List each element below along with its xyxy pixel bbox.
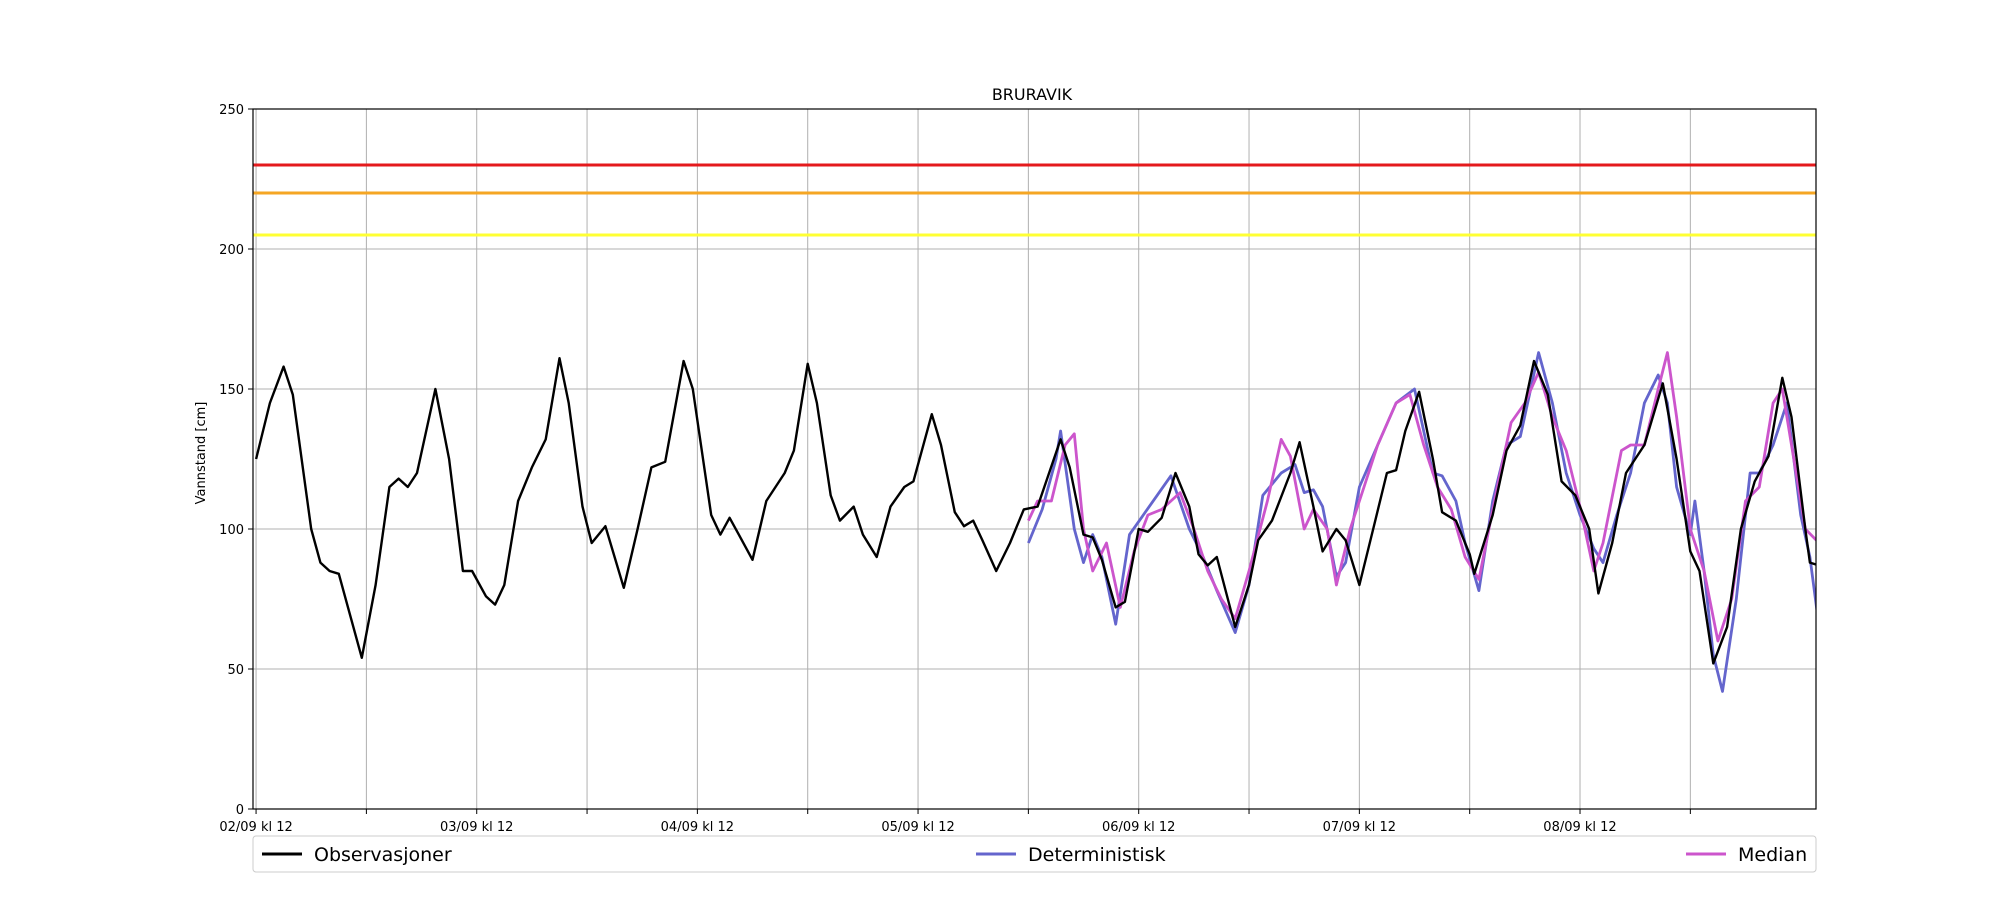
x-tick-label: 07/09 kl 12 bbox=[1323, 820, 1396, 835]
legend-label: Deterministisk bbox=[1028, 844, 1166, 866]
y-axis: 0 50 100 150 200 250 bbox=[219, 103, 253, 818]
x-tick-label: 04/09 kl 12 bbox=[661, 820, 734, 835]
plot-frame bbox=[252, 108, 1817, 810]
legend: Observasjoner Deterministisk Median bbox=[252, 835, 1817, 873]
y-tick-label: 150 bbox=[219, 383, 244, 398]
x-tick-label: 02/09 kl 12 bbox=[219, 820, 292, 835]
y-axis-label: Vannstand [cm] bbox=[194, 402, 209, 505]
chart-title: BRURAVIK bbox=[992, 85, 1073, 104]
series-line-observasjoner bbox=[254, 357, 1816, 665]
grid bbox=[253, 108, 1816, 810]
legend-box bbox=[252, 835, 1817, 873]
legend-label: Median bbox=[1738, 844, 1807, 866]
series-lines bbox=[254, 351, 1816, 693]
y-tick-label: 250 bbox=[219, 103, 244, 118]
threshold-lines bbox=[253, 163, 1816, 237]
y-tick-label: 100 bbox=[219, 523, 244, 538]
y-tick-label: 50 bbox=[227, 663, 244, 678]
y-tick-label: 0 bbox=[236, 803, 244, 818]
x-tick-label: 08/09 kl 12 bbox=[1543, 820, 1616, 835]
x-tick-label: 05/09 kl 12 bbox=[881, 820, 954, 835]
x-tick-label: 06/09 kl 12 bbox=[1102, 820, 1175, 835]
x-axis: 02/09 kl 12 03/09 kl 12 04/09 kl 12 05/09 k… bbox=[219, 809, 1691, 835]
y-tick-label: 200 bbox=[219, 243, 244, 258]
x-tick-label: 03/09 kl 12 bbox=[440, 820, 513, 835]
legend-label: Observasjoner bbox=[314, 844, 452, 866]
series-line-median bbox=[1027, 351, 1816, 643]
